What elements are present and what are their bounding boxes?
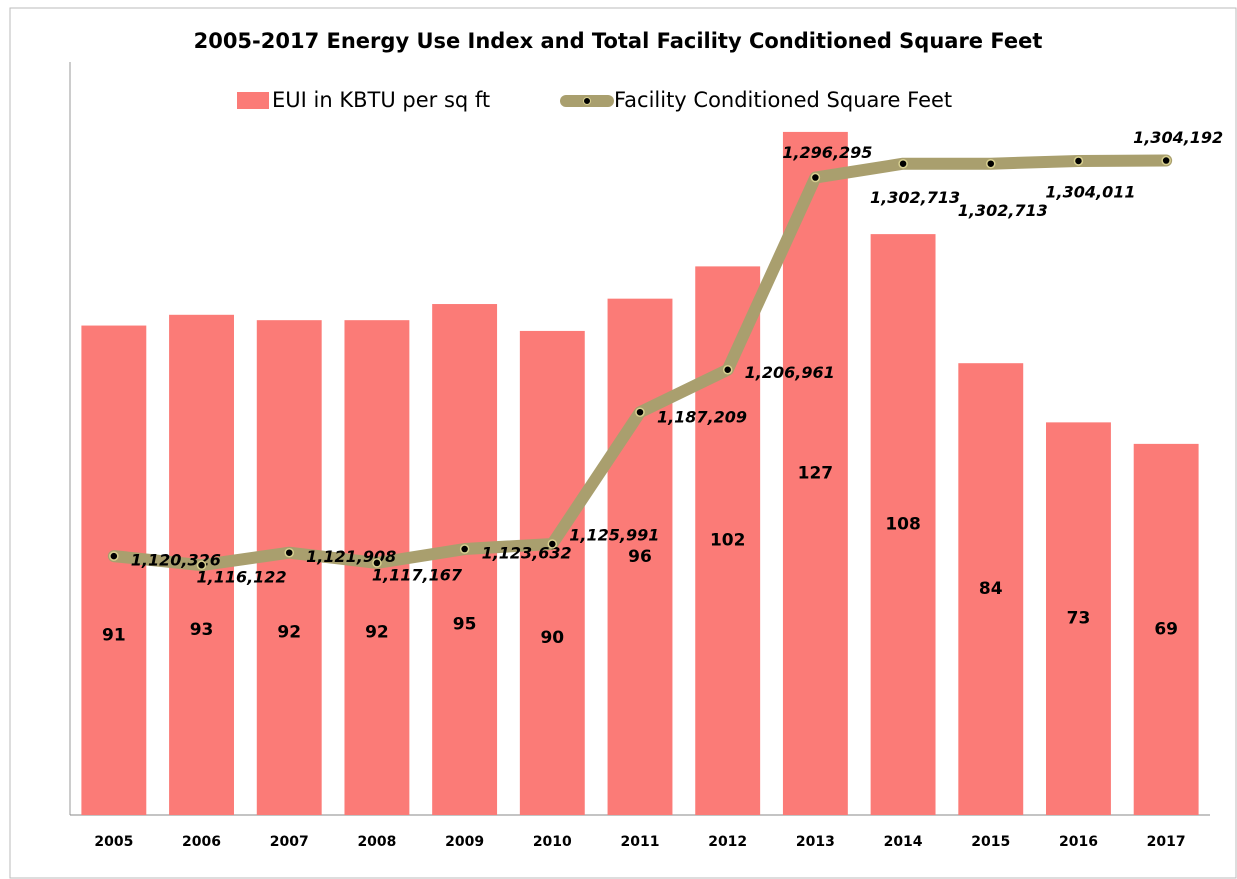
legend-marker — [583, 97, 591, 105]
legend-label: Facility Conditioned Square Feet — [614, 88, 952, 112]
line-marker — [722, 364, 733, 375]
x-tick-label: 2010 — [533, 834, 572, 850]
x-tick-label: 2014 — [884, 834, 923, 850]
bar-value-label: 102 — [710, 531, 746, 551]
bar-value-label: 73 — [1067, 609, 1091, 629]
line-value-label: 1,206,961 — [745, 363, 835, 382]
x-tick-label: 2011 — [621, 834, 660, 850]
bar — [782, 131, 848, 815]
x-tick-label: 2016 — [1059, 834, 1098, 850]
bar-value-label: 108 — [885, 515, 921, 535]
line-value-label: 1,187,209 — [657, 408, 747, 427]
line-value-label: 1,304,192 — [1133, 128, 1223, 147]
bar-value-label: 92 — [277, 623, 301, 643]
bar-value-label: 84 — [979, 579, 1003, 599]
line-value-label: 1,304,011 — [1045, 182, 1135, 201]
bar — [958, 363, 1024, 815]
line-marker — [109, 551, 119, 561]
bar-value-label: 95 — [453, 615, 477, 635]
bar-value-label: 90 — [540, 628, 564, 648]
bar-value-label: 127 — [798, 463, 834, 483]
line-marker — [1161, 155, 1171, 166]
line-marker — [810, 172, 821, 183]
x-tick-label: 2017 — [1147, 834, 1186, 850]
line-value-label: 1,302,713 — [958, 201, 1048, 220]
line-marker — [196, 560, 207, 570]
legend-swatch-bar — [237, 92, 269, 109]
chart-border — [9, 7, 1237, 879]
x-tick-label: 2015 — [971, 834, 1010, 850]
bar — [1133, 443, 1199, 815]
bar — [432, 304, 498, 815]
line-marker — [1073, 156, 1084, 166]
bar-value-label: 69 — [1154, 619, 1178, 639]
line-value-label: 1,296,295 — [782, 143, 872, 162]
bar — [870, 234, 936, 816]
line-marker — [547, 539, 558, 549]
bar-value-label: 96 — [628, 547, 652, 567]
line-marker — [459, 544, 470, 554]
x-tick-label: 2012 — [708, 834, 747, 850]
bar — [81, 325, 147, 815]
line-value-label: 1,125,991 — [569, 525, 659, 544]
bar-value-label: 91 — [102, 625, 126, 645]
line-value-label: 1,121,908 — [306, 547, 396, 566]
x-tick-label: 2013 — [796, 834, 835, 850]
line-value-label: 1,123,632 — [482, 544, 572, 563]
bar — [1046, 422, 1111, 815]
bar-value-label: 92 — [365, 623, 389, 643]
line-marker — [898, 158, 908, 169]
x-tick-label: 2009 — [445, 834, 484, 850]
line-marker — [635, 407, 645, 417]
line-marker — [986, 158, 996, 169]
line-value-label: 1,302,713 — [870, 188, 960, 207]
x-tick-label: 2008 — [357, 834, 396, 850]
chart-title: 2005-2017 Energy Use Index and Total Fac… — [194, 29, 1043, 53]
line-value-label: 1,116,122 — [196, 568, 286, 587]
bar — [607, 298, 673, 816]
bar-value-label: 93 — [190, 620, 214, 640]
bar — [519, 330, 585, 815]
x-tick-label: 2007 — [270, 834, 309, 850]
legend-label: EUI in KBTU per sq ft — [272, 88, 490, 112]
x-tick-label: 2005 — [94, 834, 133, 850]
bar — [256, 320, 322, 815]
line-marker — [284, 547, 294, 558]
line-value-label: 1,117,167 — [372, 565, 463, 584]
line-marker — [372, 558, 382, 568]
x-tick-label: 2006 — [182, 834, 221, 850]
